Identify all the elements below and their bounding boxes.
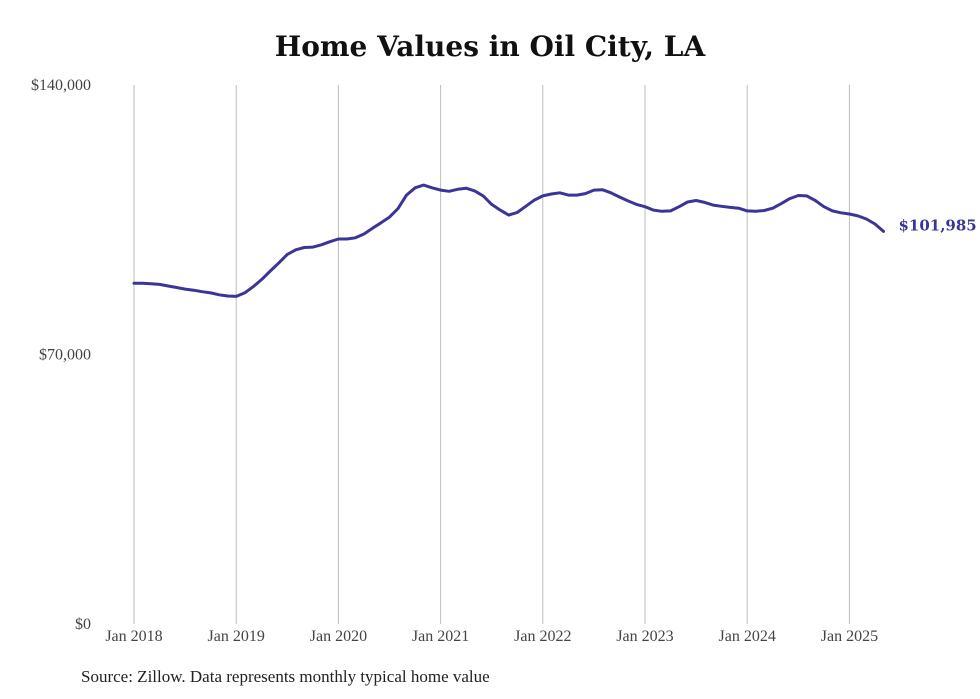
x-tick-label: Jan 2018 bbox=[105, 628, 162, 645]
x-tick-label: Jan 2023 bbox=[616, 628, 673, 645]
grid-lines bbox=[133, 85, 850, 624]
x-tick-label: Jan 2021 bbox=[412, 628, 469, 645]
y-tick-label: $140,000 bbox=[31, 77, 91, 94]
end-labels: $101,985 bbox=[898, 216, 976, 234]
x-tick-label: Jan 2019 bbox=[208, 628, 265, 645]
end-value-label: $101,985 bbox=[898, 216, 976, 234]
source-note: Source: Zillow. Data represents monthly … bbox=[81, 667, 490, 686]
y-tick-label: $70,000 bbox=[39, 347, 91, 364]
x-tick-label: Jan 2025 bbox=[821, 628, 878, 645]
x-tick-label: Jan 2022 bbox=[514, 628, 571, 645]
series-group bbox=[132, 183, 885, 298]
chart-title: Home Values in Oil City, LA bbox=[274, 30, 706, 63]
series-line bbox=[132, 183, 885, 298]
y-axis-ticks: $0 $70,000 $140,000 bbox=[31, 77, 91, 633]
y-tick-label: $0 bbox=[75, 616, 91, 633]
x-axis-ticks: Jan 2018 Jan 2019 Jan 2020 Jan 2021 Jan 2022… bbox=[105, 628, 878, 645]
x-tick-label: Jan 2020 bbox=[310, 628, 367, 645]
x-tick-label: Jan 2024 bbox=[719, 628, 776, 645]
